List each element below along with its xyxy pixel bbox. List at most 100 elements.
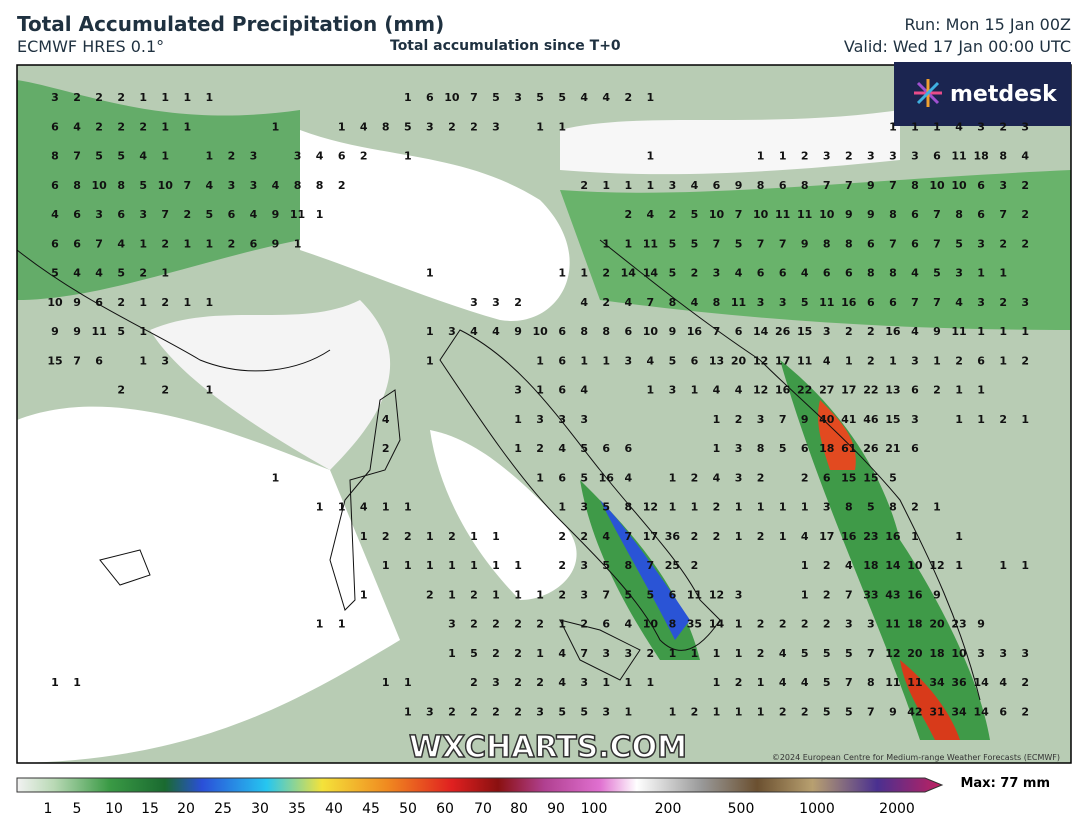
grid-value: 2 xyxy=(757,471,765,484)
grid-value: 10 xyxy=(643,325,659,338)
grid-value: 3 xyxy=(426,705,434,718)
grid-value: 1 xyxy=(691,647,699,660)
grid-value: 2 xyxy=(602,267,610,280)
grid-value: 1 xyxy=(735,647,743,660)
grid-value: 4 xyxy=(691,179,699,192)
grid-value: 2 xyxy=(735,413,743,426)
grid-value: 1 xyxy=(1021,413,1029,426)
grid-value: 2 xyxy=(558,559,566,572)
grid-value: 16 xyxy=(599,471,615,484)
grid-value: 1 xyxy=(977,413,985,426)
grid-value: 6 xyxy=(426,91,434,104)
grid-value: 2 xyxy=(867,354,875,367)
grid-value: 4 xyxy=(316,150,324,163)
grid-value: 14 xyxy=(973,676,989,689)
grid-value: 5 xyxy=(404,120,412,133)
grid-value: 7 xyxy=(647,559,655,572)
grid-value: 2 xyxy=(955,354,963,367)
grid-value: 3 xyxy=(426,120,434,133)
grid-value: 1 xyxy=(338,501,346,514)
grid-value: 4 xyxy=(779,676,787,689)
grid-value: 1 xyxy=(602,676,610,689)
grid-value: 2 xyxy=(602,296,610,309)
grid-value: 2 xyxy=(757,618,765,631)
grid-value: 2 xyxy=(536,618,544,631)
grid-value: 3 xyxy=(823,325,831,338)
grid-value: 1 xyxy=(139,354,147,367)
grid-value: 1 xyxy=(426,354,434,367)
grid-value: 36 xyxy=(951,676,967,689)
grid-value: 6 xyxy=(911,208,919,221)
grid-value: 6 xyxy=(558,384,566,397)
grid-value: 1 xyxy=(404,91,412,104)
grid-value: 1 xyxy=(999,325,1007,338)
colorbar-label: 200 xyxy=(655,801,682,817)
grid-value: 2 xyxy=(624,208,632,221)
grid-value: 3 xyxy=(889,150,897,163)
colorbar-label: 70 xyxy=(474,801,492,817)
grid-value: 11 xyxy=(687,588,702,601)
logo-icon xyxy=(914,79,942,107)
grid-value: 11 xyxy=(731,296,746,309)
grid-value: 3 xyxy=(580,501,588,514)
grid-value: 7 xyxy=(911,296,919,309)
colorbar-label: 1000 xyxy=(799,801,835,817)
grid-value: 1 xyxy=(73,676,81,689)
model: ECMWF HRES 0.1° xyxy=(17,37,165,56)
grid-value: 1 xyxy=(404,150,412,163)
colorbar-label: 25 xyxy=(214,801,232,817)
colorbar-label: 100 xyxy=(581,801,608,817)
grid-value: 1 xyxy=(691,384,699,397)
grid-value: 31 xyxy=(929,705,944,718)
grid-value: 6 xyxy=(51,179,59,192)
grid-value: 2 xyxy=(448,530,456,543)
grid-value: 25 xyxy=(665,559,680,572)
grid-value: 14 xyxy=(973,705,989,718)
grid-value: 2 xyxy=(558,530,566,543)
grid-value: 7 xyxy=(933,208,941,221)
grid-value: 4 xyxy=(845,559,853,572)
grid-value: 5 xyxy=(801,647,809,660)
grid-value: 1 xyxy=(139,91,147,104)
grid-value: 3 xyxy=(911,354,919,367)
grid-value: 1 xyxy=(426,325,434,338)
grid-value: 1 xyxy=(426,530,434,543)
grid-value: 5 xyxy=(602,559,610,572)
grid-value: 1 xyxy=(404,705,412,718)
grid-value: 1 xyxy=(691,501,699,514)
map-frame xyxy=(16,64,1072,764)
grid-value: 8 xyxy=(911,179,919,192)
grid-value: 3 xyxy=(139,208,147,221)
grid-value: 6 xyxy=(977,354,985,367)
grid-value: 1 xyxy=(757,676,765,689)
grid-value: 5 xyxy=(669,354,677,367)
grid-value: 5 xyxy=(117,325,125,338)
grid-value: 6 xyxy=(602,442,610,455)
grid-value: 1 xyxy=(558,501,566,514)
grid-value: 8 xyxy=(602,325,610,338)
grid-value: 10 xyxy=(444,91,460,104)
grid-value: 6 xyxy=(250,237,258,250)
grid-value: 4 xyxy=(647,354,655,367)
grid-value: 1 xyxy=(448,588,456,601)
grid-value: 5 xyxy=(669,237,677,250)
grid-value: 7 xyxy=(735,208,743,221)
grid-value: 5 xyxy=(933,267,941,280)
grid-value: 2 xyxy=(448,120,456,133)
grid-value: 7 xyxy=(161,208,169,221)
grid-value: 5 xyxy=(867,501,875,514)
grid-value: 2 xyxy=(999,120,1007,133)
grid-value: 6 xyxy=(95,354,103,367)
grid-value: 2 xyxy=(845,325,853,338)
grid-value: 8 xyxy=(117,179,125,192)
grid-value: 2 xyxy=(492,647,500,660)
colorbar-label: 2000 xyxy=(879,801,915,817)
grid-value: 12 xyxy=(643,501,658,514)
grid-value: 2 xyxy=(1021,354,1029,367)
grid-value: 1 xyxy=(955,530,963,543)
grid-value: 2 xyxy=(580,530,588,543)
grid-value: 2 xyxy=(448,705,456,718)
grid-value: 3 xyxy=(492,120,500,133)
grid-value: 3 xyxy=(602,705,610,718)
grid-value: 5 xyxy=(823,705,831,718)
